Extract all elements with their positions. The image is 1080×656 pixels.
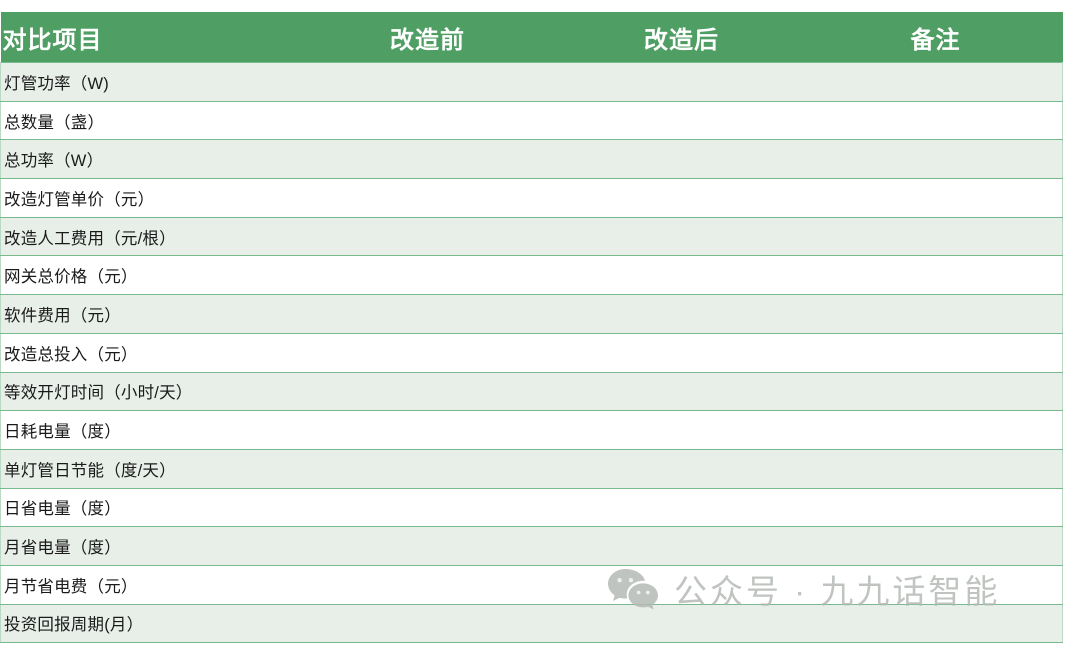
- cell-item: 总功率（W）: [0, 139, 301, 180]
- cell-before: [300, 294, 555, 334]
- cell-note: [808, 487, 1063, 528]
- cell-item: 月省电量（度）: [0, 526, 301, 566]
- table-header: 对比项目 改造前 改造后 备注: [0, 12, 1063, 63]
- cell-before: [300, 371, 555, 412]
- cell-item: 投资回报周期(月）: [0, 603, 301, 644]
- table-row: 单灯管日节能（度/天）: [0, 448, 1063, 489]
- cell-item: 单灯管日节能（度/天）: [0, 448, 301, 489]
- table-header-row: 对比项目 改造前 改造后 备注: [0, 12, 1063, 63]
- table-row: 改造总投入（元）: [0, 332, 1063, 373]
- cell-before: [300, 410, 555, 450]
- cell-after: [554, 294, 809, 334]
- cell-before: [300, 526, 555, 566]
- table-row: 总功率（W）: [0, 139, 1063, 180]
- comparison-table-container: 对比项目 改造前 改造后 备注 灯管功率（W) 总数量（盏） 总功率（W） 改造灯管单…: [0, 12, 1063, 644]
- column-header-after: 改造后: [554, 12, 809, 63]
- cell-note: [808, 410, 1063, 450]
- table-row: 改造人工费用（元/根）: [0, 216, 1063, 257]
- cell-note: [808, 526, 1063, 566]
- cell-after: [554, 332, 809, 373]
- column-header-note: 备注: [808, 12, 1063, 63]
- cell-note: [808, 139, 1063, 180]
- cell-after: [554, 216, 809, 257]
- cell-after: [554, 100, 809, 141]
- cell-before: [300, 216, 555, 257]
- cell-after: [554, 526, 809, 566]
- cell-before: [300, 62, 555, 102]
- table-row: 灯管功率（W): [0, 62, 1063, 102]
- column-header-item: 对比项目: [0, 12, 301, 63]
- cell-item: 日省电量（度）: [0, 487, 301, 528]
- cell-item: 等效开灯时间（小时/天）: [0, 371, 301, 412]
- cell-after: [554, 139, 809, 180]
- cell-before: [300, 603, 555, 644]
- table-row: 改造灯管单价（元）: [0, 178, 1063, 218]
- cell-item: 总数量（盏）: [0, 100, 301, 141]
- table-row: 月节省电费（元）: [0, 564, 1063, 605]
- cell-before: [300, 564, 555, 605]
- cell-note: [808, 603, 1063, 644]
- cell-note: [808, 294, 1063, 334]
- cell-after: [554, 178, 809, 218]
- cell-after: [554, 603, 809, 644]
- cell-item: 月节省电费（元）: [0, 564, 301, 605]
- table-row: 投资回报周期(月）: [0, 603, 1063, 644]
- table-row: 日省电量（度）: [0, 487, 1063, 528]
- cell-before: [300, 255, 555, 296]
- cell-item: 改造总投入（元）: [0, 332, 301, 373]
- table-row: 软件费用（元）: [0, 294, 1063, 334]
- cell-note: [808, 100, 1063, 141]
- cell-before: [300, 100, 555, 141]
- cell-note: [808, 216, 1063, 257]
- cell-note: [808, 178, 1063, 218]
- cell-item: 软件费用（元）: [0, 294, 301, 334]
- comparison-table: 对比项目 改造前 改造后 备注 灯管功率（W) 总数量（盏） 总功率（W） 改造灯管单…: [0, 12, 1063, 644]
- cell-before: [300, 487, 555, 528]
- cell-after: [554, 410, 809, 450]
- table-body: 灯管功率（W) 总数量（盏） 总功率（W） 改造灯管单价（元） 改造人工费用（元/根）网…: [0, 62, 1063, 644]
- cell-note: [808, 62, 1063, 102]
- cell-item: 网关总价格（元）: [0, 255, 301, 296]
- cell-after: [554, 487, 809, 528]
- cell-note: [808, 371, 1063, 412]
- cell-after: [554, 255, 809, 296]
- cell-note: [808, 448, 1063, 489]
- cell-before: [300, 178, 555, 218]
- cell-before: [300, 448, 555, 489]
- cell-after: [554, 371, 809, 412]
- cell-item: 日耗电量（度）: [0, 410, 301, 450]
- cell-note: [808, 564, 1063, 605]
- column-header-before: 改造前: [300, 12, 555, 63]
- cell-before: [300, 139, 555, 180]
- table-row: 总数量（盏）: [0, 100, 1063, 141]
- cell-note: [808, 255, 1063, 296]
- table-row: 等效开灯时间（小时/天）: [0, 371, 1063, 412]
- cell-after: [554, 448, 809, 489]
- table-row: 网关总价格（元）: [0, 255, 1063, 296]
- cell-after: [554, 564, 809, 605]
- table-row: 月省电量（度）: [0, 526, 1063, 566]
- cell-item: 改造人工费用（元/根）: [0, 216, 301, 257]
- cell-before: [300, 332, 555, 373]
- cell-note: [808, 332, 1063, 373]
- cell-after: [554, 62, 809, 102]
- cell-item: 改造灯管单价（元）: [0, 178, 301, 218]
- table-row: 日耗电量（度）: [0, 410, 1063, 450]
- cell-item: 灯管功率（W): [0, 62, 301, 102]
